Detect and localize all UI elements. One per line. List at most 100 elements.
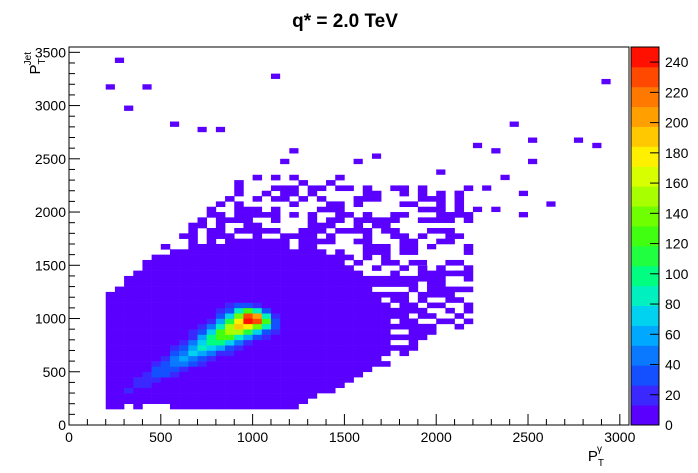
heatmap-bin <box>215 329 226 335</box>
heatmap-bin <box>179 318 189 325</box>
heatmap-bin <box>179 323 189 330</box>
heatmap-bin <box>206 313 217 319</box>
heatmap-bin <box>197 323 208 330</box>
heatmap-bin <box>270 212 281 218</box>
heatmap-bin <box>197 281 208 287</box>
heatmap-bin <box>243 313 253 319</box>
heatmap-bin <box>326 350 336 357</box>
heatmap-bin <box>270 265 281 271</box>
heatmap-bin <box>362 313 373 319</box>
heatmap-bin <box>316 206 327 213</box>
heatmap-bin <box>234 350 244 357</box>
heatmap-bin <box>169 307 180 314</box>
heatmap-bin <box>151 281 162 287</box>
heatmap-bin <box>234 190 244 197</box>
heatmap-bin <box>252 291 263 298</box>
heatmap-bin <box>353 238 364 245</box>
heatmap-bin <box>215 345 226 351</box>
heatmap-bin <box>133 398 143 405</box>
heatmap-bin <box>169 249 180 255</box>
heatmap-bin <box>206 366 217 373</box>
heatmap-bin <box>252 313 263 319</box>
heatmap-bin <box>188 355 198 362</box>
heatmap-bin <box>243 286 253 293</box>
heatmap-bin <box>280 318 290 325</box>
heatmap-bin <box>326 265 336 271</box>
heatmap-bin <box>417 206 428 213</box>
heatmap-bin <box>188 377 198 383</box>
x-tick-label: 1000 <box>237 429 268 445</box>
heatmap-bin <box>261 291 272 298</box>
heatmap-bin <box>151 297 162 303</box>
heatmap-bin <box>243 259 253 266</box>
heatmap-bin <box>307 318 318 325</box>
heatmap-bin <box>225 334 235 341</box>
heatmap-bin <box>234 275 244 282</box>
x-axis: 0 500 1000 1500 2000 2500 3000 <box>65 414 636 445</box>
colorbar-tick-label: 240 <box>665 54 689 70</box>
heatmap-bin <box>234 217 244 223</box>
heatmap-bin <box>234 297 244 303</box>
heatmap-bin <box>344 377 354 383</box>
heatmap-bin <box>381 318 391 325</box>
heatmap-bin <box>252 286 263 293</box>
heatmap-bin <box>124 307 134 314</box>
heatmap-bin <box>169 270 180 277</box>
heatmap-bin <box>133 302 143 309</box>
heatmap-bin <box>114 403 125 410</box>
heatmap-bin <box>114 313 125 319</box>
heatmap-bin <box>234 206 244 213</box>
heatmap-bin <box>427 217 437 223</box>
heatmap-bin <box>261 238 272 245</box>
heatmap-bin <box>188 382 198 389</box>
heatmap-outlier-bin <box>215 126 226 133</box>
heatmap-bin <box>160 350 171 357</box>
heatmap-bin <box>215 307 226 314</box>
heatmap-bin <box>252 228 263 234</box>
heatmap-bin <box>160 355 171 362</box>
heatmap-bin <box>206 393 217 399</box>
heatmap-bin <box>427 270 437 277</box>
heatmap-bin <box>326 329 336 335</box>
heatmap-bin <box>188 275 198 282</box>
heatmap-bin <box>326 345 336 351</box>
heatmap-bin <box>225 345 235 351</box>
heatmap-bin <box>133 313 143 319</box>
heatmap-bin <box>252 403 263 410</box>
heatmap-bin <box>197 371 208 378</box>
heatmap-bin <box>344 339 354 346</box>
heatmap-bin <box>353 361 364 367</box>
heatmap-bin <box>307 190 318 197</box>
heatmap-bin <box>234 318 244 325</box>
heatmap-bin <box>436 291 446 298</box>
heatmap-bin <box>298 228 308 234</box>
heatmap-bin <box>234 249 244 255</box>
heatmap-bin <box>427 302 437 309</box>
heatmap-bin <box>105 361 116 367</box>
heatmap-bin <box>142 281 152 287</box>
heatmap-bin <box>362 302 373 309</box>
heatmap-bin <box>105 334 116 341</box>
heatmap-bin <box>307 238 318 245</box>
heatmap-bin <box>454 297 465 303</box>
heatmap-bin <box>197 393 208 399</box>
heatmap-bin <box>206 302 217 309</box>
y-axis: 0 500 1000 1500 2000 2500 3000 3500 <box>35 44 80 433</box>
heatmap-bin <box>179 265 189 271</box>
heatmap-bin <box>362 212 373 218</box>
heatmap-bin <box>215 398 226 405</box>
heatmap-bin <box>454 323 465 330</box>
colorbar-tick-label: 140 <box>665 205 689 221</box>
heatmap-bin <box>390 228 400 234</box>
heatmap-bin <box>243 329 253 335</box>
heatmap-bin <box>344 270 354 277</box>
heatmap-outlier-bin <box>454 190 464 197</box>
heatmap-bin <box>307 254 318 261</box>
heatmap-bin <box>298 323 308 330</box>
y-tick-label: 500 <box>43 364 67 380</box>
heatmap-bin <box>289 302 299 309</box>
heatmap-bin <box>399 318 409 325</box>
heatmap-bin <box>160 291 171 298</box>
heatmap-bin <box>105 339 116 346</box>
heatmap-bin <box>252 398 263 405</box>
